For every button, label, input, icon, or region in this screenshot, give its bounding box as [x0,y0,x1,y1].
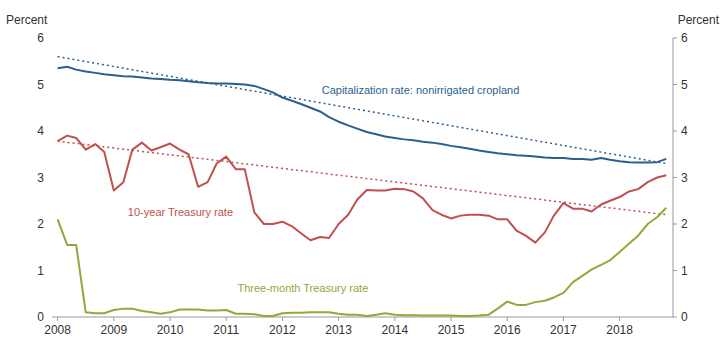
x-tick-label: 2012 [269,323,296,337]
x-tick-label: 2008 [44,323,71,337]
background [0,0,725,353]
y-tick-label: 2 [37,217,44,231]
y2-axis-label: Percent [678,13,720,27]
y2-tick [673,317,677,318]
y-tick-label: 3 [37,171,44,185]
y-tick-label: 6 [37,31,44,45]
y2-tick-label: 6 [681,31,688,45]
y2-tick [673,270,677,271]
x-tick [619,317,620,321]
y-tick-label: 4 [37,124,44,138]
x-tick-label: 2009 [100,323,127,337]
x-axis: 2008 2009 2010 2011 2012 2013 2014 2015 2016 2017… [44,317,673,337]
x-tick-label: 2014 [381,323,408,337]
x-tick [394,317,395,321]
x-tick-label: 2016 [494,323,521,337]
series-annotation: Capitalization rate: nonirrigated cropla… [322,84,520,96]
y-axis-label: Percent [6,13,48,27]
x-tick [282,317,283,321]
y2-tick [673,38,677,39]
y2-tick-label: 2 [681,217,688,231]
x-tick-label: 2017 [550,323,577,337]
x-axis-line [52,317,673,318]
series-annotation: Three-month Treasury rate [237,282,368,294]
y-tick-label: 0 [37,310,44,324]
y-axis: 0 1 2 3 4 5 6 [37,31,44,324]
x-tick-label: 2011 [213,323,239,337]
y2-tick-label: 0 [681,310,688,324]
y2-tick-label: 5 [681,78,688,92]
x-tick-label: 2015 [438,323,465,337]
x-tick [338,317,339,321]
x-tick [507,317,508,321]
y-tick-label: 5 [37,78,44,92]
y2-tick [673,177,677,178]
series-group [58,57,667,316]
y2-axis: 0 1 2 3 4 5 6 [673,31,688,324]
x-tick [451,317,452,321]
x-tick [226,317,227,321]
y2-tick [673,131,677,132]
x-tick [57,317,58,321]
y2-tick-label: 4 [681,124,688,138]
trend-line [58,141,667,214]
chart: 2008200920102011201220132014201520162017… [0,0,725,353]
x-tick [563,317,564,321]
annotations: Capitalization rate: nonirrigated cropla… [128,84,519,294]
series-annotation: 10-year Treasury rate [128,206,233,218]
y2-tick-label: 3 [681,171,688,185]
x-tick [113,317,114,321]
x-tick-label: 2013 [325,323,352,337]
y2-tick-label: 1 [681,264,688,278]
y-tick-label: 1 [37,264,44,278]
x-tick-label: 2010 [157,323,184,337]
series-line [58,136,667,243]
series-line [58,208,667,316]
y2-tick [673,84,677,85]
y2-tick [673,224,677,225]
x-tick [170,317,171,321]
x-tick-label: 2018 [606,323,633,337]
